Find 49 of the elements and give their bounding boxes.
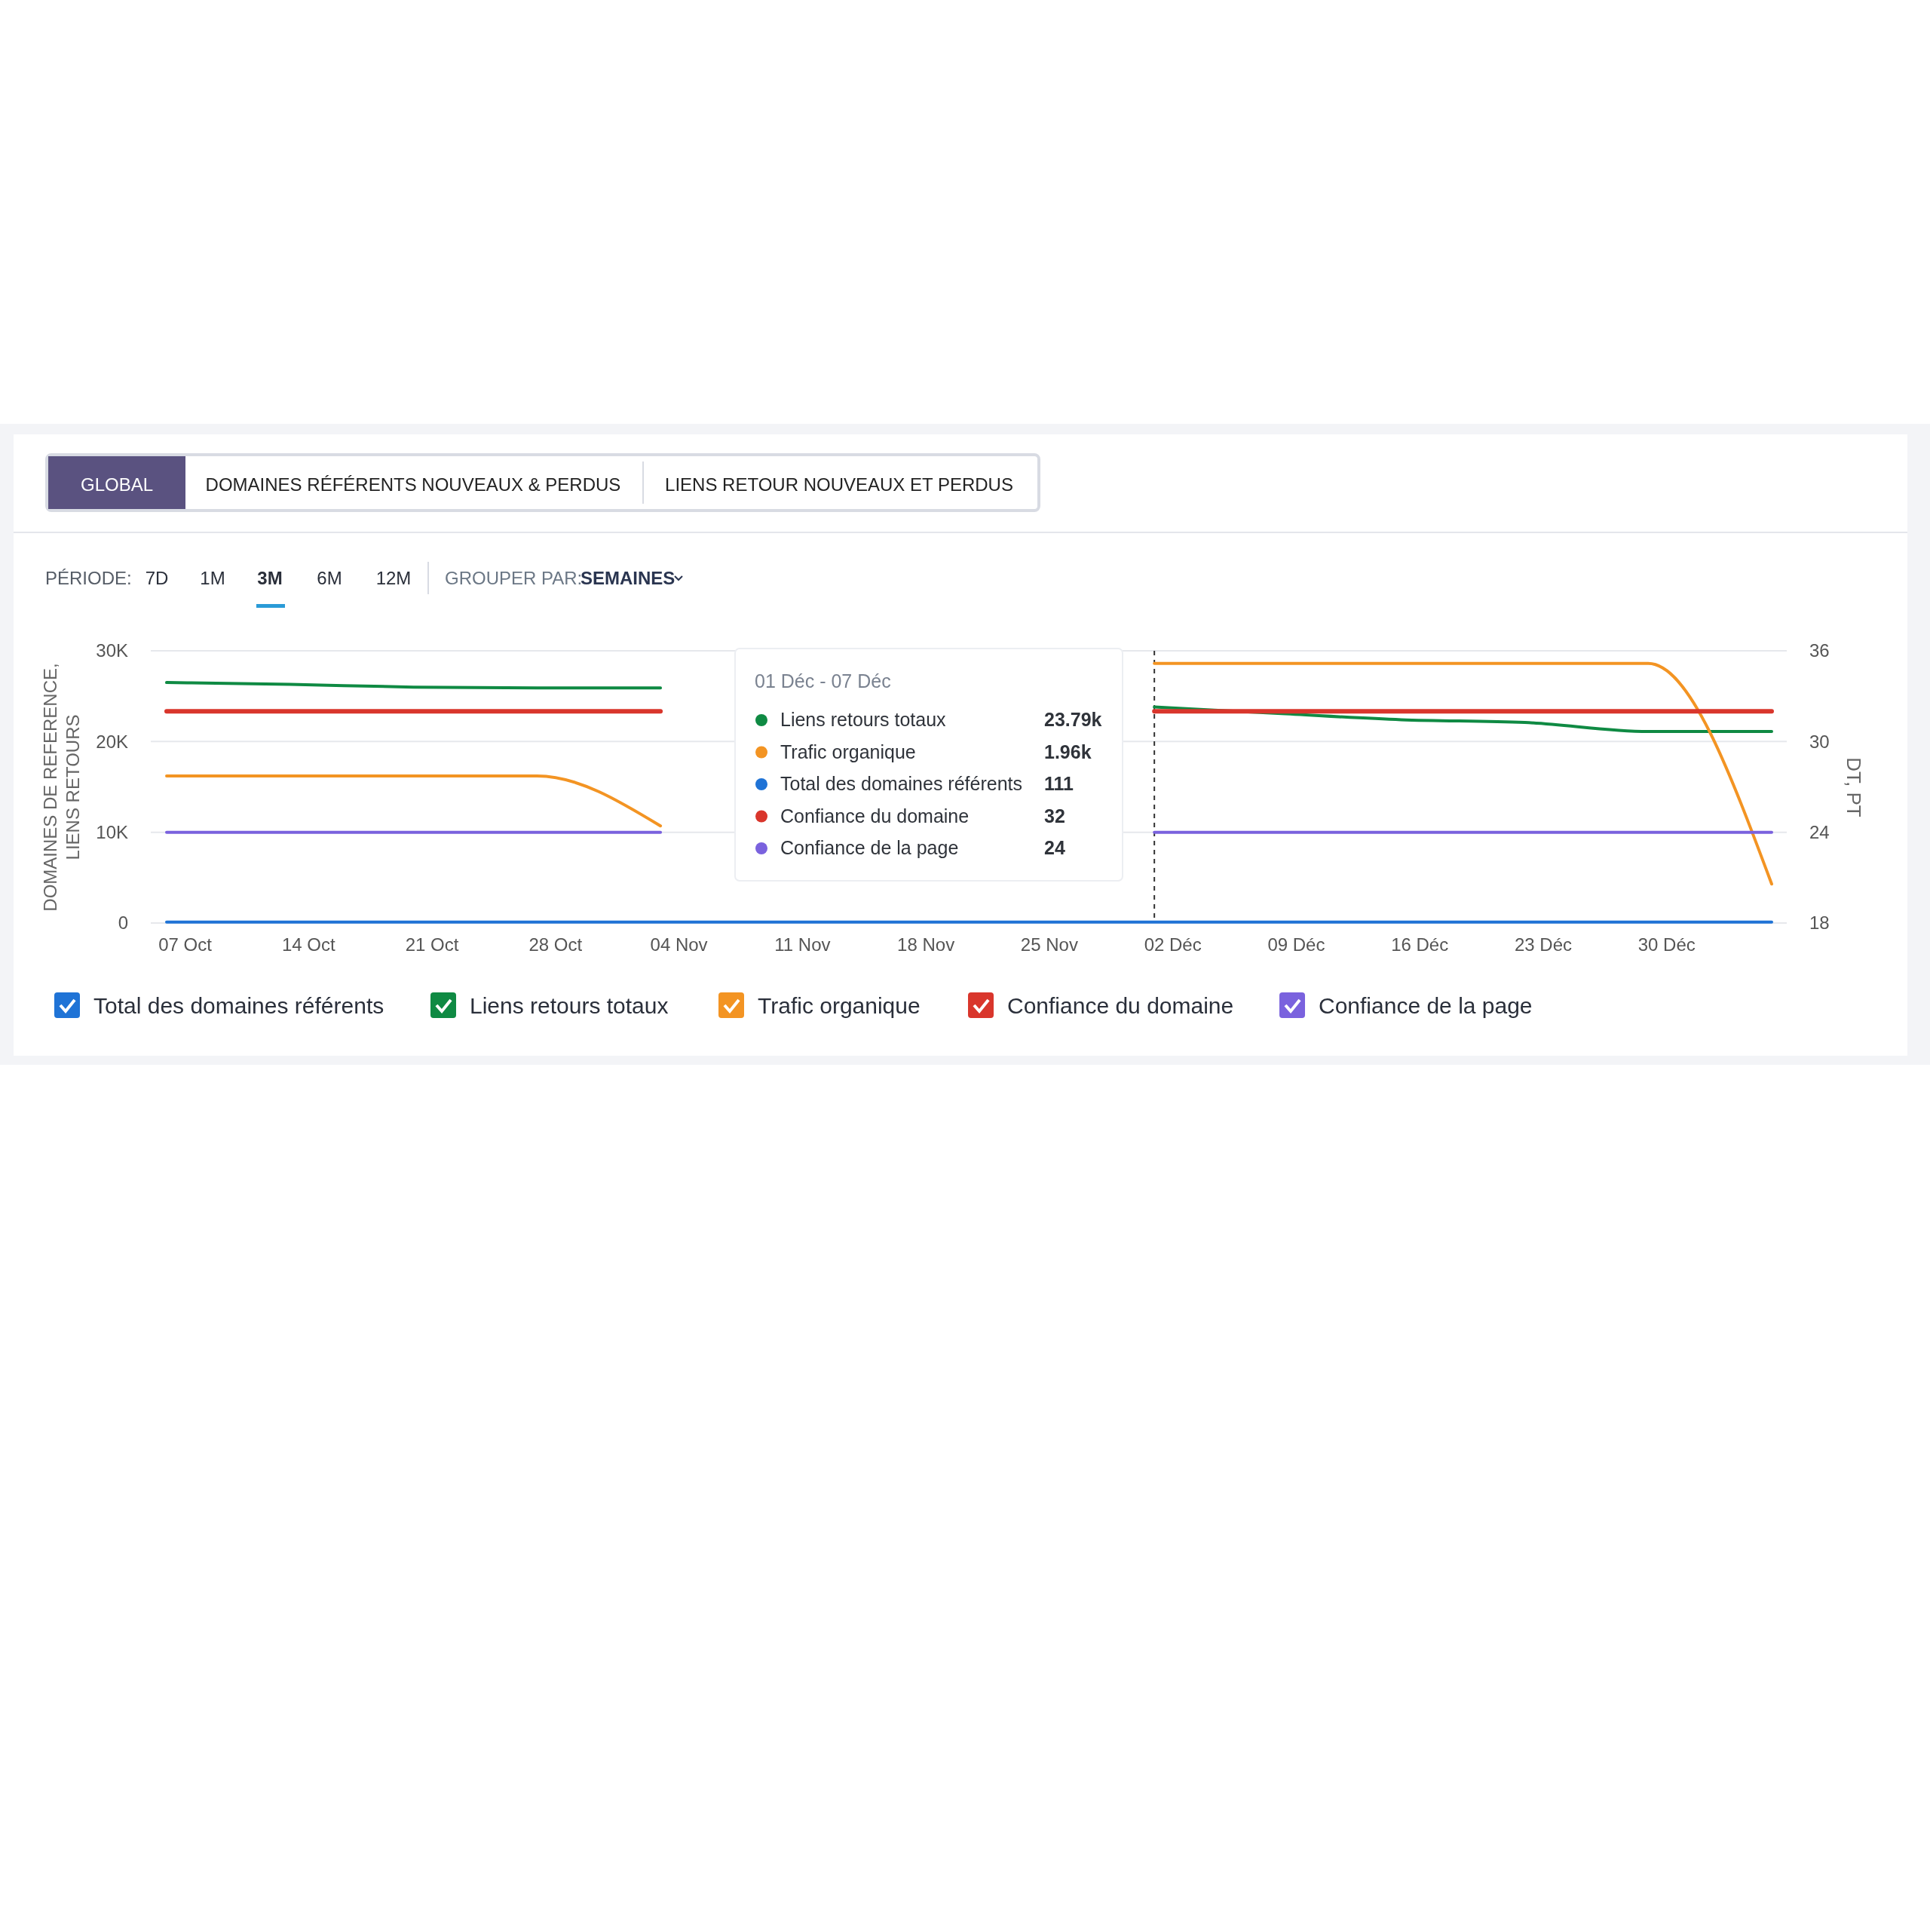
- legend-label: Total des domaines référents: [93, 993, 384, 1018]
- annotation: Trafic organique: [780, 741, 916, 762]
- annotation: 32: [1044, 805, 1065, 826]
- text: 12M: [375, 568, 412, 588]
- text: 3M: [257, 568, 283, 588]
- text: PÉRIODE:: [45, 568, 132, 588]
- text: 7D: [145, 568, 169, 588]
- text: GLOBAL: [80, 474, 154, 495]
- y2-tick-label: 24: [1809, 821, 1830, 842]
- text: 1M: [200, 568, 225, 588]
- y-tick-label: 30K: [96, 640, 128, 661]
- legend-label: Confiance de la page: [1319, 993, 1533, 1018]
- annotation: Confiance du domaine: [780, 805, 970, 826]
- legend-label: Confiance du domaine: [1007, 993, 1234, 1018]
- annotation: 1.96k: [1044, 741, 1092, 762]
- annotation: Liens retours totaux: [780, 709, 947, 730]
- x-tick-label: 14 Oct: [281, 934, 335, 955]
- legend-label: Liens retours totaux: [470, 993, 669, 1018]
- legend-label: Trafic organique: [758, 993, 921, 1018]
- x-tick-label: 18 Nov: [897, 934, 955, 955]
- y-axis-title: DOMAINES DE REFERENCE, LIENS RETOURS: [40, 663, 83, 912]
- annotation: 111: [1044, 773, 1074, 794]
- text: 6M: [317, 568, 342, 588]
- text: DOMAINES RÉFÉRENTS NOUVEAUX & PERDUS: [205, 474, 621, 495]
- y-tick-label: 0: [118, 912, 128, 934]
- annotation: Total des domaines référents: [780, 773, 1023, 794]
- x-tick-label: 09 Déc: [1267, 934, 1325, 955]
- x-tick-label: 16 Déc: [1391, 934, 1449, 955]
- x-tick-label: 25 Nov: [1020, 934, 1078, 955]
- annotation: 24: [1044, 837, 1065, 858]
- y2-tick-label: 18: [1809, 912, 1830, 934]
- annotation: 01 Déc - 07 Déc: [755, 670, 891, 692]
- x-tick-label: 21 Oct: [405, 934, 459, 955]
- y2-axis-title: DT, PT: [1843, 757, 1865, 817]
- x-tick-label: 28 Oct: [528, 934, 583, 955]
- x-tick-label: 04 Nov: [650, 934, 708, 955]
- annotation: Confiance de la page: [780, 837, 959, 858]
- y2-tick-label: 30: [1809, 731, 1830, 752]
- text: LIENS RETOUR NOUVEAUX ET PERDUS: [665, 474, 1013, 495]
- annotation: 23.79k: [1044, 709, 1102, 730]
- x-tick-label: 07 Oct: [158, 934, 213, 955]
- x-tick-label: 02 Déc: [1144, 934, 1202, 955]
- x-tick-label: 23 Déc: [1514, 934, 1572, 955]
- y2-tick-label: 36: [1809, 640, 1830, 661]
- y-tick-label: 20K: [96, 731, 128, 752]
- y-tick-label: 10K: [96, 821, 128, 842]
- x-tick-label: 11 Nov: [774, 934, 831, 955]
- x-tick-label: 30 Déc: [1637, 934, 1696, 955]
- text: SEMAINES: [581, 568, 676, 588]
